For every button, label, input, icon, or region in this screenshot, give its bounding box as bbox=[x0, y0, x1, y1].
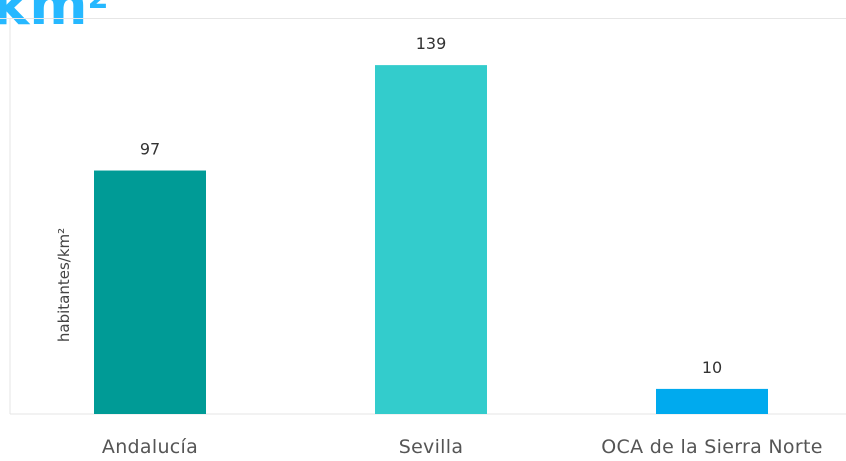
x-tick-labels-group: Andalucía Sevilla OCA de la Sierra Norte bbox=[102, 436, 822, 458]
header-divider bbox=[0, 18, 846, 19]
bar-1 bbox=[375, 65, 487, 415]
data-label-2: 10 bbox=[702, 358, 722, 377]
y-axis-label: habitantes/km² bbox=[55, 228, 73, 342]
bars-group bbox=[94, 65, 768, 415]
x-tick-label-1: Sevilla bbox=[399, 436, 464, 458]
title-fragment-text: km bbox=[0, 0, 88, 38]
title-fragment-superscript: 2 bbox=[88, 0, 109, 16]
x-tick-label-0: Andalucía bbox=[102, 436, 198, 458]
data-label-0: 97 bbox=[140, 140, 160, 159]
bar-0 bbox=[94, 170, 206, 414]
chart-title-fragment: km2 bbox=[0, 0, 108, 34]
data-labels-group: 97 139 10 bbox=[140, 34, 722, 377]
data-label-1: 139 bbox=[416, 34, 447, 53]
bar-2 bbox=[656, 388, 768, 414]
x-tick-label-2: OCA de la Sierra Norte bbox=[601, 436, 822, 458]
